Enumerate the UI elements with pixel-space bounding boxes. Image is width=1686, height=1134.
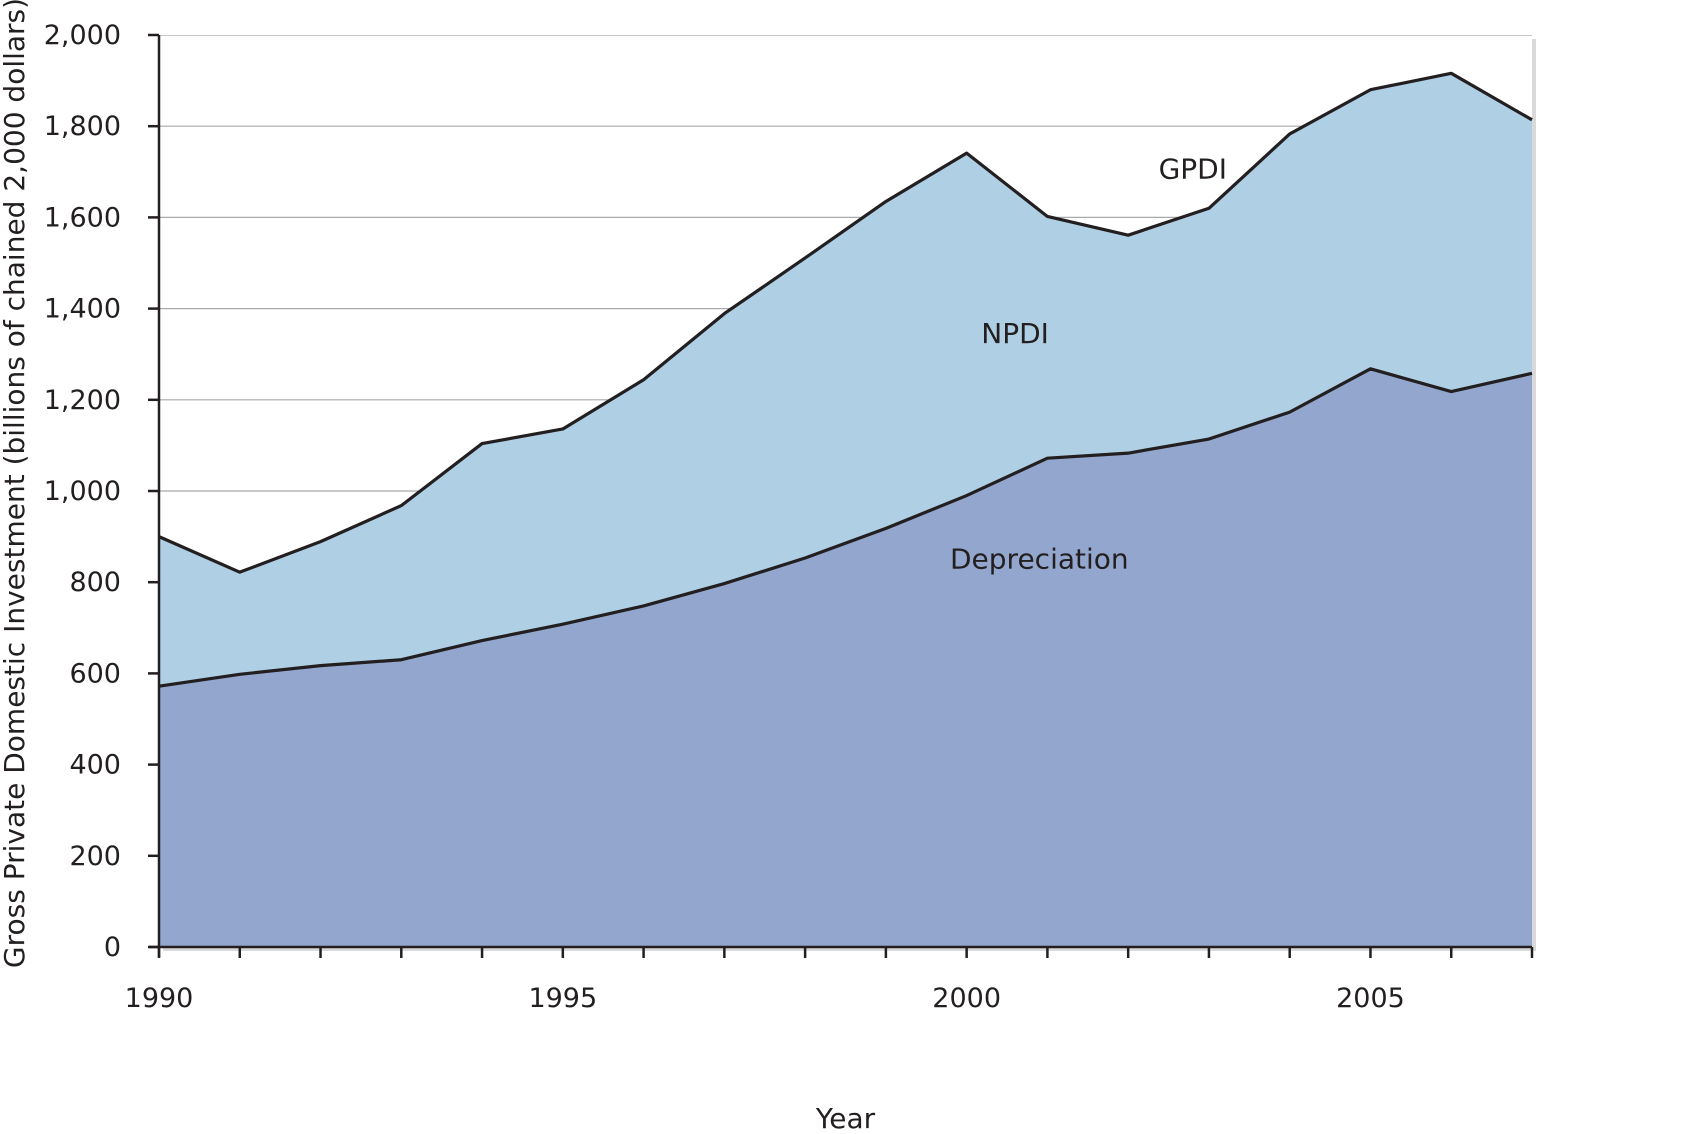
- area-npdi: [159, 73, 1532, 687]
- y-tick-label: 2,000: [44, 20, 121, 51]
- line-depreciation: [158, 367, 1533, 688]
- area-depreciation: [159, 368, 1532, 947]
- y-tick-label: 600: [69, 658, 121, 689]
- y-tick-label: 400: [69, 750, 121, 781]
- series-label-gpdi: GPDI: [1159, 153, 1227, 186]
- y-tick-label: 800: [69, 567, 121, 598]
- series-label-npdi: NPDI: [981, 317, 1049, 350]
- y-tick-label: 1,200: [44, 385, 121, 416]
- line-gpdi: [158, 71, 1533, 574]
- y-tick-label: 0: [104, 932, 121, 963]
- axes: [148, 33, 1534, 958]
- x-axis-title: Year: [815, 1102, 876, 1134]
- x-tick-label: 2005: [1336, 983, 1405, 1014]
- x-tick-label: 1990: [125, 983, 194, 1014]
- series-label-depreciation: Depreciation: [950, 543, 1129, 576]
- y-tick-label: 1,000: [44, 476, 121, 507]
- y-tick-label: 1,400: [44, 294, 121, 325]
- x-tick-labels: 1990 1995 2000 2005: [125, 983, 1405, 1014]
- series-lines: [158, 71, 1533, 688]
- area-series: [159, 73, 1532, 947]
- y-tick-label: 1,600: [44, 202, 121, 233]
- y-tick-labels: 0 200 400 600 800 1,000 1,200 1,400 1,600 1,800 2,…: [44, 20, 121, 963]
- y-axis-title: Gross Private Domestic Investment (billi…: [0, 0, 31, 968]
- y-tick-label: 1,800: [44, 111, 121, 142]
- x-tick-label: 1995: [528, 983, 597, 1014]
- y-tick-label: 200: [69, 841, 121, 872]
- x-tick-label: 2000: [932, 983, 1001, 1014]
- series-labels: GPDI NPDI Depreciation: [950, 153, 1227, 576]
